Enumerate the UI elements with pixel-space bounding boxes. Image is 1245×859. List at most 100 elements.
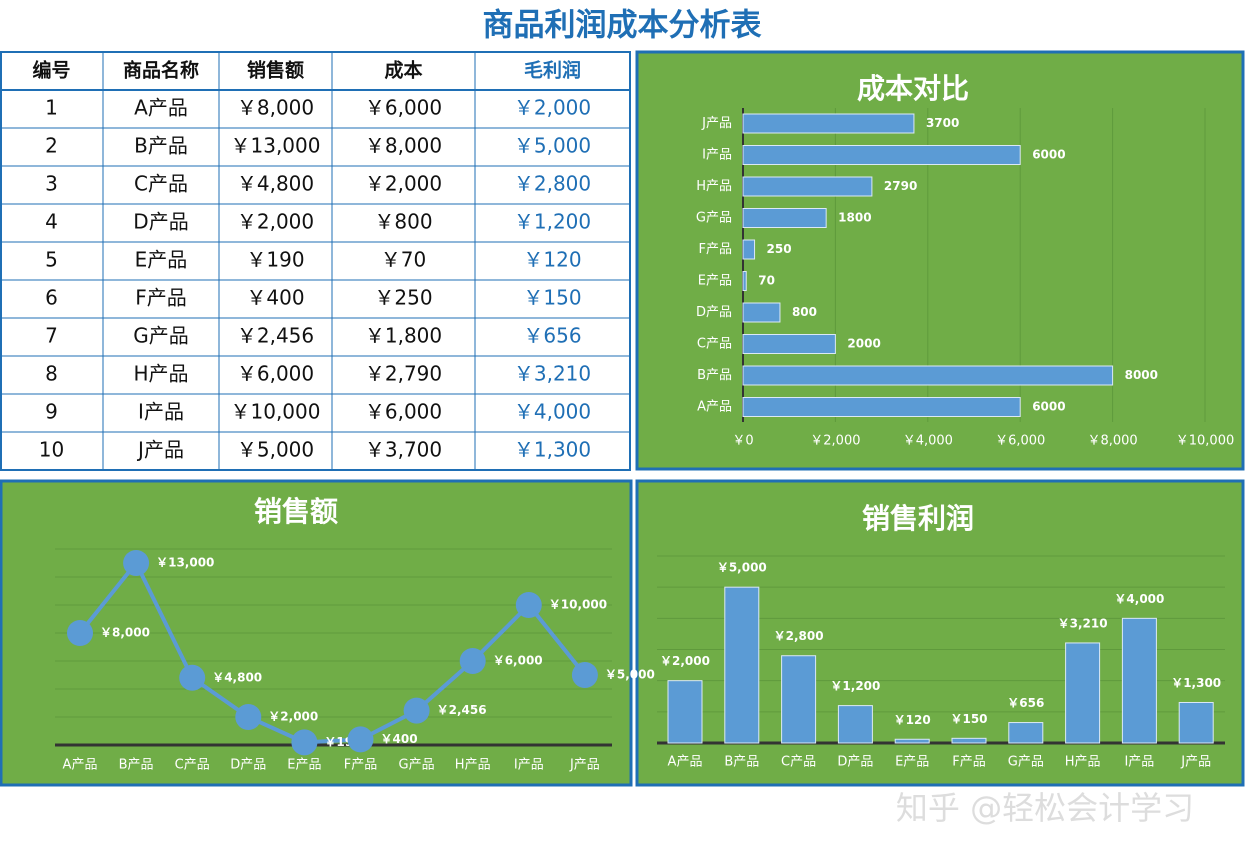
x-tick-label: C产品 <box>175 758 210 773</box>
cell: ￥2,800 <box>514 172 591 196</box>
value-label: 2790 <box>884 179 917 193</box>
cell: ￥1,800 <box>365 324 442 348</box>
cell: ￥120 <box>523 248 581 272</box>
bar <box>742 271 747 291</box>
header-cell: 毛利润 <box>524 59 581 82</box>
value-label: ￥3,210 <box>1058 616 1108 630</box>
value-label: ￥5,000 <box>605 668 655 682</box>
cell: 4 <box>45 210 58 234</box>
cell: H产品 <box>133 362 188 386</box>
bar <box>742 208 827 228</box>
bar <box>742 397 1021 417</box>
cell: E产品 <box>135 248 188 272</box>
bar <box>1178 701 1214 744</box>
cell: C产品 <box>134 172 188 196</box>
x-tick-label: J产品 <box>1180 755 1211 770</box>
value-label: ￥2,000 <box>268 710 318 724</box>
cell: ￥190 <box>246 248 304 272</box>
cell: ￥5,000 <box>514 134 591 158</box>
marker <box>403 697 430 724</box>
cell: ￥5,000 <box>237 438 314 462</box>
cell: ￥70 <box>381 248 426 272</box>
cell: ￥800 <box>374 210 432 234</box>
value-label: 6000 <box>1032 400 1065 414</box>
x-tick-label: F产品 <box>952 755 985 770</box>
cell: ￥8,000 <box>365 134 442 158</box>
bar <box>724 586 760 744</box>
cell: ￥4,800 <box>237 172 314 196</box>
bar <box>742 239 756 260</box>
value-label: ￥4,800 <box>212 670 262 684</box>
marker <box>571 662 598 688</box>
bar <box>894 738 930 744</box>
value-label: ￥120 <box>894 713 931 727</box>
page-title: 商品利润成本分析表 <box>483 8 762 44</box>
cell: B产品 <box>134 134 188 158</box>
cell: D产品 <box>133 210 188 234</box>
line <box>78 559 587 745</box>
marker <box>235 704 262 730</box>
bar <box>1065 642 1101 744</box>
bar <box>1121 617 1157 744</box>
x-tick-label: E产品 <box>287 758 321 773</box>
y-tick-label: B产品 <box>697 368 732 383</box>
cell: ￥6,000 <box>365 96 442 120</box>
x-tick-label: H产品 <box>1065 755 1101 770</box>
chart-title: 成本对比 <box>857 72 969 105</box>
watermark: 知乎 @轻松会计学习 <box>896 789 1194 827</box>
value-label: ￥4,000 <box>1114 592 1164 606</box>
value-label: ￥13,000 <box>156 556 214 570</box>
value-label: ￥2,000 <box>660 654 710 668</box>
cell: ￥10,000 <box>231 400 321 424</box>
x-tick-label: B产品 <box>724 755 759 770</box>
header-cell: 商品名称 <box>123 59 199 82</box>
value-label: ￥400 <box>381 732 418 746</box>
marker <box>515 592 542 618</box>
x-tick-label: ￥4,000 <box>903 434 953 449</box>
value-label: ￥1,200 <box>830 679 880 693</box>
bar <box>781 655 817 744</box>
cell: ￥2,456 <box>237 324 314 348</box>
x-tick-label: D产品 <box>230 758 266 773</box>
cell: G产品 <box>133 324 189 348</box>
value-label: 3700 <box>926 116 959 130</box>
cell: 3 <box>45 172 58 196</box>
header-cell: 编号 <box>32 59 70 82</box>
marker <box>347 726 374 753</box>
cell: ￥150 <box>523 286 581 310</box>
x-tick-label: ￥2,000 <box>810 434 860 449</box>
cell: ￥6,000 <box>365 400 442 424</box>
x-tick-label: B产品 <box>119 758 154 773</box>
header-cell: 销售额 <box>247 59 304 82</box>
marker <box>179 664 206 691</box>
cell: ￥6,000 <box>237 362 314 386</box>
cell: ￥656 <box>523 324 581 348</box>
value-label: ￥2,456 <box>437 703 487 717</box>
value-label: 250 <box>767 242 792 256</box>
cell: ￥2,790 <box>365 362 442 386</box>
value-label: ￥5,000 <box>717 561 767 575</box>
cell: ￥2,000 <box>365 172 442 196</box>
y-tick-label: A产品 <box>697 400 732 415</box>
cell: 10 <box>39 438 64 462</box>
chart-title: 销售利润 <box>862 502 974 535</box>
y-tick-label: G产品 <box>696 211 732 226</box>
bar <box>742 113 915 134</box>
marker <box>123 550 150 576</box>
cell: I产品 <box>138 400 184 424</box>
x-tick-label: F产品 <box>344 758 377 773</box>
cell: 5 <box>45 248 58 272</box>
x-tick-label: C产品 <box>781 755 816 770</box>
y-tick-label: H产品 <box>696 179 732 194</box>
value-label: 8000 <box>1125 368 1158 382</box>
header-cell: 成本 <box>384 59 422 82</box>
y-tick-label: I产品 <box>702 148 732 163</box>
x-tick-label: ￥6,000 <box>995 434 1045 449</box>
cell: 9 <box>45 400 58 424</box>
bar <box>742 334 836 354</box>
marker <box>291 729 318 756</box>
x-tick-label: A产品 <box>668 755 703 770</box>
cell: ￥3,700 <box>365 438 442 462</box>
cell: ￥3,210 <box>514 362 591 386</box>
value-label: 6000 <box>1032 148 1065 162</box>
